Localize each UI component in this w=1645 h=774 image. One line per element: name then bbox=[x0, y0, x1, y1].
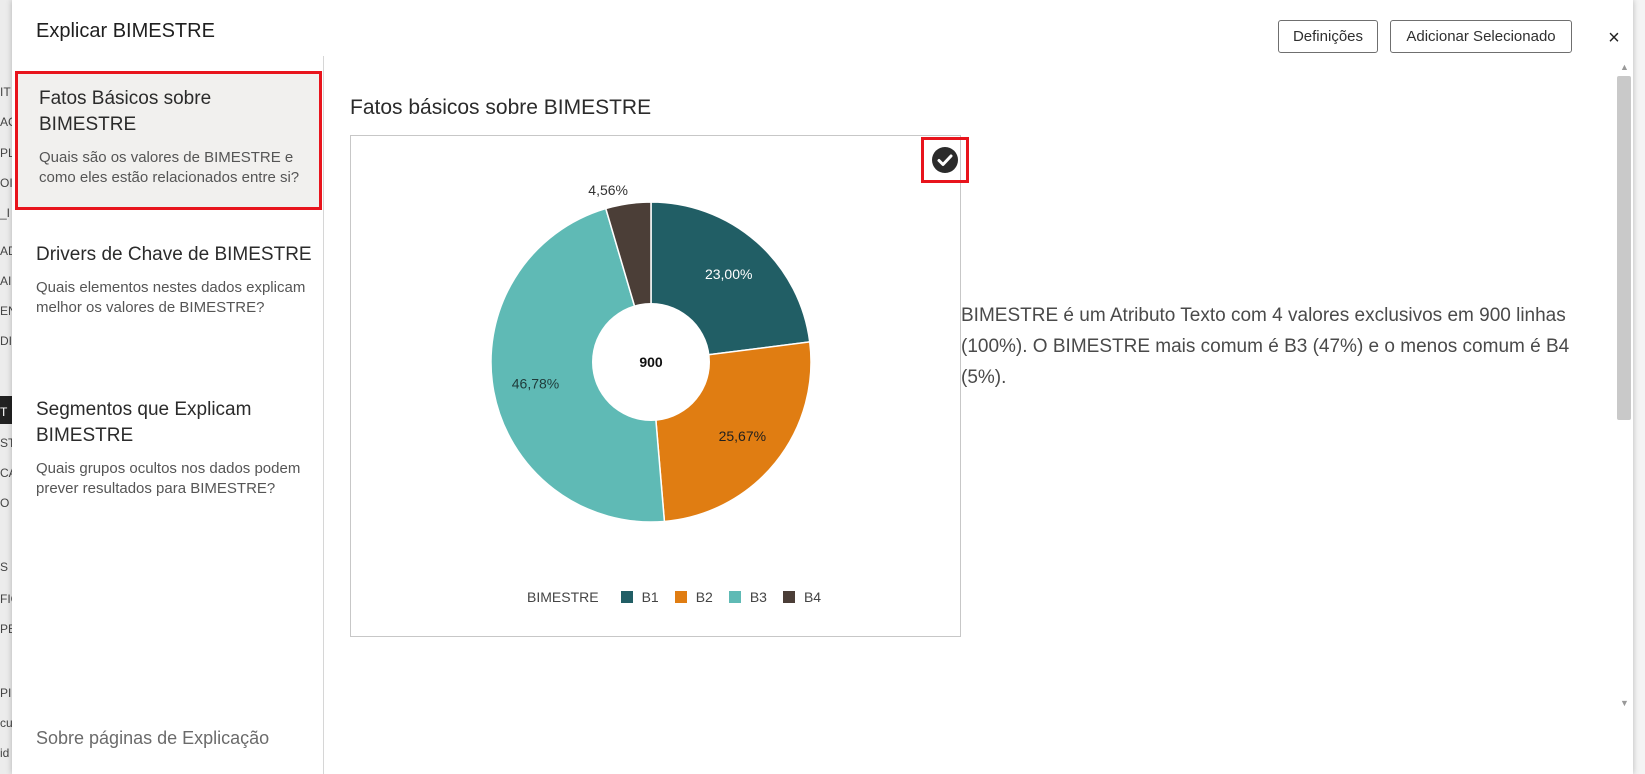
add-selected-button[interactable]: Adicionar Selecionado bbox=[1390, 20, 1572, 53]
legend-item-b1[interactable]: B1 bbox=[620, 589, 659, 605]
chart-legend: BIMESTRE B1 B2 B3 B4 bbox=[527, 588, 837, 606]
background-text-fragment: PI bbox=[0, 686, 12, 700]
background-app-strip: IT AC PL OI _I AD AI EN DI T ST CA O S FIC PE PI cu id bbox=[0, 0, 14, 774]
legend-label: B1 bbox=[641, 589, 659, 605]
pie-slice-b3[interactable] bbox=[490, 207, 666, 523]
donut-chart: 900 23,00% 25,67% 46,78% 4,56% bbox=[490, 182, 812, 523]
settings-button[interactable]: Definições bbox=[1278, 20, 1378, 53]
slice-label-b2: 25,67% bbox=[719, 428, 766, 444]
background-text-fragment: AI bbox=[0, 274, 12, 288]
legend-swatch bbox=[620, 591, 633, 603]
background-text-fragment: AC bbox=[0, 115, 14, 129]
background-text-fragment: _I bbox=[0, 206, 11, 220]
background-text-fragment: PL bbox=[0, 146, 14, 160]
legend-swatch bbox=[728, 591, 741, 603]
donut-hole bbox=[592, 303, 710, 421]
legend-title: BIMESTRE bbox=[527, 589, 599, 605]
background-text-fragment: ST bbox=[0, 436, 14, 450]
sidebar-item-title: Drivers de Chave de BIMESTRE bbox=[36, 244, 312, 265]
dialog-title: Explicar BIMESTRE bbox=[36, 20, 215, 42]
background-text-fragment: id bbox=[0, 746, 10, 760]
legend-swatch bbox=[782, 591, 795, 603]
sidebar-item-title: Fatos Básicos sobre BIMESTRE bbox=[39, 88, 212, 135]
background-text-fragment: FIC bbox=[0, 592, 14, 606]
sidebar-item-desc: Quais elementos nestes dados explicam me… bbox=[36, 279, 306, 316]
content-title: Fatos básicos sobre BIMESTRE bbox=[350, 96, 652, 119]
legend-label: B3 bbox=[749, 589, 767, 605]
slice-label-b1: 23,00% bbox=[705, 266, 752, 282]
legend-item-b2[interactable]: B2 bbox=[674, 589, 713, 605]
check-circle-icon bbox=[932, 147, 958, 173]
sidebar-item-segments[interactable]: Segmentos que Explicam BIMESTRE Quais gr… bbox=[12, 397, 322, 499]
sidebar-item-desc: Quais grupos ocultos nos dados podem pre… bbox=[36, 460, 301, 497]
legend-swatch bbox=[674, 591, 687, 603]
background-text-fragment: DI bbox=[0, 334, 12, 348]
background-dark-block bbox=[0, 396, 14, 424]
legend-label: B4 bbox=[803, 589, 822, 605]
scrollbar-thumb[interactable] bbox=[1617, 76, 1631, 420]
background-text-fragment: S bbox=[0, 560, 9, 574]
scroll-down-icon[interactable]: ▼ bbox=[1620, 698, 1629, 708]
slice-label-b3: 46,78% bbox=[512, 376, 559, 392]
background-text-fragment: PE bbox=[0, 622, 14, 636]
sidebar-item-title: Segmentos que Explicam BIMESTRE bbox=[36, 399, 252, 446]
summary-text: BIMESTRE é um Atributo Texto com 4 valor… bbox=[961, 305, 1570, 388]
background-text-fragment: AD bbox=[0, 244, 14, 258]
explain-sidebar: Fatos Básicos sobre BIMESTRE Quais são o… bbox=[12, 56, 324, 774]
legend-label: B2 bbox=[695, 589, 713, 605]
about-explain-pages-link[interactable]: Sobre páginas de Explicação bbox=[36, 728, 270, 748]
background-text-fragment: EN bbox=[0, 304, 14, 318]
background-text-fragment: CA bbox=[0, 466, 14, 480]
chart-card[interactable]: 900 23,00% 25,67% 46,78% 4,56% bbox=[350, 135, 961, 637]
close-icon[interactable]: × bbox=[1608, 26, 1620, 49]
legend-item-b4[interactable]: B4 bbox=[782, 589, 822, 605]
background-text-fragment: O bbox=[0, 496, 10, 510]
slice-label-b4: 4,56% bbox=[588, 182, 628, 198]
explain-dialog: Explicar BIMESTRE Definições Adicionar S… bbox=[12, 0, 1633, 774]
center-total-label: 900 bbox=[639, 354, 663, 370]
sidebar-item-desc: Quais são os valores de BIMESTRE e como … bbox=[39, 149, 300, 186]
legend-item-b3[interactable]: B3 bbox=[728, 589, 767, 605]
sidebar-item-key-drivers[interactable]: Drivers de Chave de BIMESTRE Quais eleme… bbox=[12, 242, 322, 318]
sidebar-item-basic-facts[interactable]: Fatos Básicos sobre BIMESTRE Quais são o… bbox=[15, 71, 322, 210]
scroll-up-icon[interactable]: ▲ bbox=[1620, 62, 1629, 72]
background-text-fragment: cu bbox=[0, 716, 13, 730]
background-text-fragment: OI bbox=[0, 176, 13, 190]
background-text-fragment: T bbox=[0, 405, 8, 419]
background-text-fragment: IT bbox=[0, 85, 11, 99]
select-visualization-frame[interactable] bbox=[921, 137, 969, 183]
